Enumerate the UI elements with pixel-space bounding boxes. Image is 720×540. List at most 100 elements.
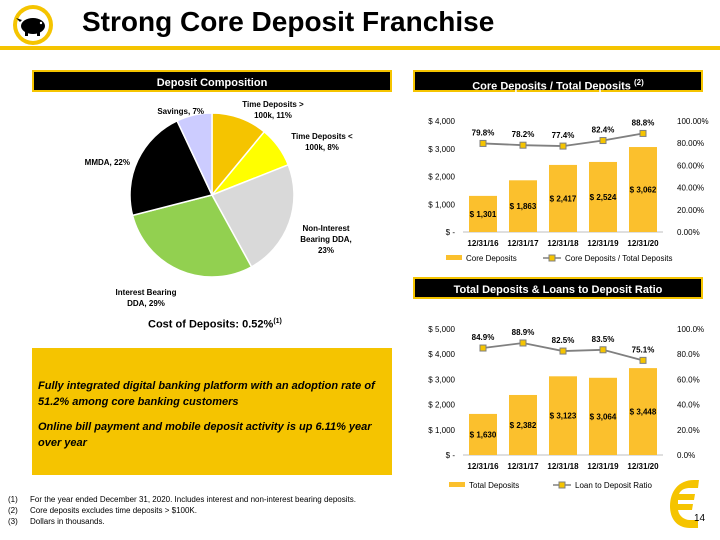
legend-label: Core Deposits bbox=[466, 254, 517, 263]
ratio-point bbox=[479, 344, 487, 352]
legend-label: Total Deposits bbox=[469, 481, 519, 490]
y2-axis-tick-label: 60.00% bbox=[677, 161, 704, 170]
pie-slice bbox=[176, 112, 213, 196]
x-axis-tick-label: 12/31/20 bbox=[627, 239, 659, 248]
ratio-value-label: 84.9% bbox=[472, 333, 495, 342]
ratio-value-label: 88.9% bbox=[512, 328, 535, 337]
y-axis-tick-label: $ 2,000 bbox=[428, 401, 455, 410]
page-number: 14 bbox=[694, 513, 706, 524]
bar bbox=[589, 161, 617, 232]
page-title: Strong Core Deposit Franchise bbox=[82, 6, 495, 37]
callout-line-2: Online bill payment and mobile deposit a… bbox=[38, 421, 372, 449]
cost-of-deposits: Cost of Deposits: 0.52%(1) bbox=[148, 318, 282, 331]
footnotes: (1) For the year ended December 31, 2020.… bbox=[8, 494, 356, 527]
legend-swatch bbox=[446, 255, 462, 260]
y-axis-tick-label: $ 1,000 bbox=[428, 200, 455, 209]
bar-value-label: $ 3,062 bbox=[630, 186, 657, 195]
ratio-value-label: 77.4% bbox=[552, 131, 575, 140]
loans-ratio-header: Total Deposits & Loans to Deposit Ratio bbox=[413, 277, 703, 299]
x-axis-tick-label: 12/31/17 bbox=[507, 239, 539, 248]
y2-axis-tick-label: 20.00% bbox=[677, 206, 704, 215]
pie-slice-label: MMDA, 22% bbox=[85, 158, 130, 167]
pie-slice-label: Time Deposits <100k, 8% bbox=[291, 132, 353, 152]
footnote: (2) Core deposits excludes time deposits … bbox=[8, 506, 197, 515]
pie-slice bbox=[131, 194, 253, 278]
bar bbox=[589, 377, 617, 455]
deposit-composition-pie: Time Deposits >100k, 11% Time Deposits <1… bbox=[85, 100, 353, 308]
y2-axis-tick-label: 20.0% bbox=[677, 426, 700, 435]
y2-axis-tick-label: 80.0% bbox=[677, 350, 700, 359]
x-axis-tick-label: 12/31/19 bbox=[587, 239, 619, 248]
ratio-point bbox=[559, 347, 567, 355]
pie-slice-label: Time Deposits >100k, 11% bbox=[242, 100, 304, 120]
ratio-point bbox=[639, 129, 647, 137]
y2-axis-tick-label: 40.0% bbox=[677, 401, 700, 410]
y2-axis-tick-label: 0.0% bbox=[677, 451, 695, 460]
x-axis-tick-label: 12/31/17 bbox=[507, 462, 539, 471]
y-axis-tick-label: $ 3,000 bbox=[428, 145, 455, 154]
bar-value-label: $ 1,863 bbox=[510, 202, 537, 211]
y2-axis-tick-label: 80.00% bbox=[677, 139, 704, 148]
bar-value-label: $ 3,064 bbox=[590, 412, 617, 421]
deposit-composition-header: Deposit Composition bbox=[32, 70, 392, 92]
footnote: (3) Dollars in thousands. bbox=[8, 517, 105, 526]
total-deposits-chart: $ 5,000 $ 4,000 $ 3,000 $ 2,000 $ 1,000 $ - 10… bbox=[428, 325, 704, 490]
y-axis-tick-label: $ 4,000 bbox=[428, 350, 455, 359]
bar-value-label: $ 3,448 bbox=[630, 408, 657, 417]
ratio-point bbox=[599, 346, 607, 354]
ratio-value-label: 88.8% bbox=[632, 118, 655, 127]
bar bbox=[509, 180, 537, 232]
ratio-value-label: 79.8% bbox=[472, 128, 495, 137]
bar-value-label: $ 2,382 bbox=[510, 421, 537, 430]
legend-label: Loan to Deposit Ratio bbox=[575, 481, 652, 490]
brand-watermark-icon bbox=[670, 480, 699, 528]
bar bbox=[549, 376, 577, 455]
x-axis-tick-label: 12/31/20 bbox=[627, 462, 659, 471]
pie-slice-label: Savings, 7% bbox=[157, 107, 204, 116]
ratio-point bbox=[639, 356, 647, 364]
bar bbox=[469, 413, 497, 455]
y2-axis-tick-label: 60.0% bbox=[677, 375, 700, 384]
bar-value-label: $ 1,630 bbox=[470, 430, 497, 439]
ratio-point bbox=[519, 339, 527, 347]
pie-slice-label: Interest Bearing DDA, 29% bbox=[116, 288, 177, 308]
bar bbox=[469, 195, 497, 232]
y2-axis-tick-label: 0.00% bbox=[677, 228, 700, 237]
piggy-bank-icon bbox=[13, 5, 53, 45]
title-rule bbox=[0, 46, 720, 50]
pie-slice bbox=[129, 119, 214, 217]
callout-line-1: Fully integrated digital banking platfor… bbox=[38, 380, 375, 408]
ratio-value-label: 78.2% bbox=[512, 130, 535, 139]
ratio-point bbox=[479, 139, 487, 147]
ratio-point bbox=[519, 141, 527, 149]
legend-swatch bbox=[449, 482, 465, 487]
ratio-value-label: 75.1% bbox=[632, 345, 655, 354]
bar-value-label: $ 2,417 bbox=[550, 194, 577, 203]
y-axis-tick-label: $ - bbox=[446, 228, 456, 237]
pie-slice bbox=[210, 163, 295, 268]
ratio-point bbox=[599, 137, 607, 145]
x-axis-tick-label: 12/31/16 bbox=[467, 462, 499, 471]
bar-value-label: $ 1,301 bbox=[470, 210, 497, 219]
y-axis-tick-label: $ 1,000 bbox=[428, 426, 455, 435]
ratio-point bbox=[559, 142, 567, 150]
bar bbox=[629, 368, 657, 455]
pie-slice-label: Non-Interest Bearing DDA, 23% bbox=[300, 224, 352, 255]
y-axis-tick-label: $ 2,000 bbox=[428, 173, 455, 182]
bar-value-label: $ 3,123 bbox=[550, 412, 577, 421]
bar bbox=[509, 394, 537, 455]
x-axis-tick-label: 12/31/19 bbox=[587, 462, 619, 471]
y-axis-tick-label: $ - bbox=[446, 451, 456, 460]
bar-value-label: $ 2,524 bbox=[590, 193, 617, 202]
y-axis-tick-label: $ 5,000 bbox=[428, 325, 455, 334]
legend-swatch bbox=[548, 254, 556, 262]
y2-axis-tick-label: 40.00% bbox=[677, 184, 704, 193]
x-axis-tick-label: 12/31/18 bbox=[547, 462, 579, 471]
x-axis-tick-label: 12/31/18 bbox=[547, 239, 579, 248]
legend-label: Core Deposits / Total Deposits bbox=[565, 254, 672, 263]
ratio-value-label: 82.5% bbox=[552, 336, 575, 345]
y-axis-tick-label: $ 3,000 bbox=[428, 375, 455, 384]
x-axis-tick-label: 12/31/16 bbox=[467, 239, 499, 248]
bar bbox=[549, 164, 577, 232]
digital-banking-callout: Fully integrated digital banking platfor… bbox=[32, 348, 392, 475]
